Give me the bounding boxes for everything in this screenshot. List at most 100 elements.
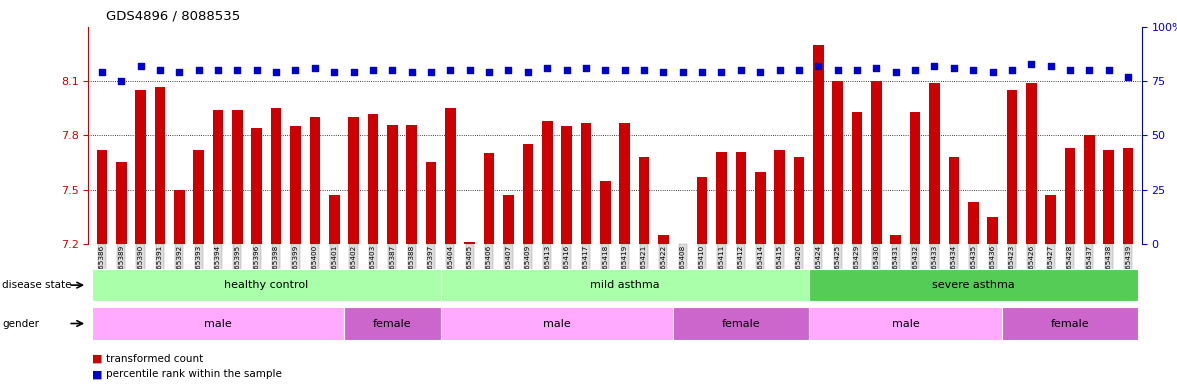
Point <box>131 63 149 69</box>
Bar <box>271 108 281 244</box>
Point <box>867 65 886 71</box>
Point <box>983 70 1002 76</box>
Point <box>538 65 557 71</box>
Point <box>1003 67 1022 73</box>
Point <box>460 67 479 73</box>
Bar <box>1026 83 1037 244</box>
Point <box>189 67 208 73</box>
Bar <box>1104 150 1115 244</box>
Bar <box>484 154 494 244</box>
Point <box>208 67 227 73</box>
Point <box>518 70 537 76</box>
Bar <box>406 124 417 244</box>
Point <box>421 70 440 76</box>
Bar <box>774 150 785 244</box>
Bar <box>967 202 978 244</box>
Text: gender: gender <box>2 318 39 329</box>
Bar <box>1065 148 1076 244</box>
Bar <box>503 195 514 244</box>
Point <box>480 70 499 76</box>
Point <box>790 67 809 73</box>
Bar <box>367 114 378 244</box>
Bar <box>910 112 920 244</box>
Point <box>1042 63 1060 69</box>
Point <box>286 67 305 73</box>
Text: GDS4896 / 8088535: GDS4896 / 8088535 <box>106 10 240 23</box>
Point <box>228 67 247 73</box>
Text: female: female <box>373 318 412 329</box>
Bar <box>929 83 939 244</box>
Bar <box>600 180 611 244</box>
Point <box>112 78 131 84</box>
Bar <box>440 269 809 301</box>
Point <box>151 67 169 73</box>
Bar <box>154 86 165 244</box>
Text: female: female <box>722 318 760 329</box>
Bar <box>793 157 804 244</box>
Bar <box>92 307 344 340</box>
Point <box>305 65 324 71</box>
Text: male: male <box>204 318 232 329</box>
Point <box>441 67 460 73</box>
Bar <box>252 128 262 244</box>
Point <box>829 67 847 73</box>
Point <box>654 70 673 76</box>
Point <box>1022 61 1040 67</box>
Point <box>169 70 188 76</box>
Point <box>93 70 112 76</box>
Point <box>944 65 963 71</box>
Point <box>731 67 750 73</box>
Point <box>616 67 634 73</box>
Bar <box>852 112 863 244</box>
Bar <box>871 81 882 244</box>
Point <box>847 67 866 73</box>
Bar <box>135 90 146 244</box>
Text: transformed count: transformed count <box>106 354 204 364</box>
Point <box>712 70 731 76</box>
Bar <box>1006 90 1017 244</box>
Bar <box>92 269 440 301</box>
Bar <box>809 269 1138 301</box>
Text: disease state: disease state <box>2 280 72 290</box>
Text: ■: ■ <box>92 354 102 364</box>
Text: ■: ■ <box>92 369 102 379</box>
Bar <box>1084 136 1095 244</box>
Bar <box>832 81 843 244</box>
Bar <box>291 126 301 244</box>
Point <box>770 67 789 73</box>
Bar <box>1123 148 1133 244</box>
Point <box>325 70 344 76</box>
Point <box>673 70 692 76</box>
Point <box>634 67 653 73</box>
Point <box>1080 67 1099 73</box>
Point <box>344 70 363 76</box>
Bar <box>673 307 809 340</box>
Bar <box>445 108 455 244</box>
Bar <box>754 172 765 244</box>
Bar <box>344 307 440 340</box>
Bar <box>1045 195 1056 244</box>
Point <box>1060 67 1079 73</box>
Point <box>964 67 983 73</box>
Bar <box>310 117 320 244</box>
Bar <box>465 242 476 244</box>
Point <box>577 65 596 71</box>
Bar <box>213 110 224 244</box>
Bar <box>348 117 359 244</box>
Point <box>809 63 827 69</box>
Bar <box>232 110 242 244</box>
Text: percentile rank within the sample: percentile rank within the sample <box>106 369 281 379</box>
Bar <box>891 235 902 244</box>
Bar <box>115 162 126 244</box>
Bar <box>541 121 552 244</box>
Point <box>1118 74 1137 80</box>
Bar <box>426 162 437 244</box>
Bar <box>387 124 398 244</box>
Point <box>364 67 383 73</box>
Text: severe asthma: severe asthma <box>932 280 1015 290</box>
Text: healthy control: healthy control <box>225 280 308 290</box>
Bar <box>697 177 707 244</box>
Point <box>906 67 925 73</box>
Bar <box>736 152 746 244</box>
Point <box>925 63 944 69</box>
